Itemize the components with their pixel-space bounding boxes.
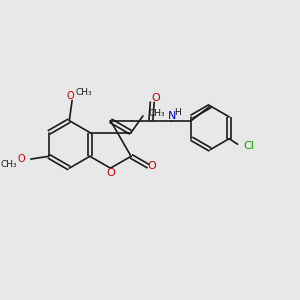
Text: O: O bbox=[148, 161, 156, 171]
Text: O: O bbox=[67, 91, 74, 101]
Text: CH₃: CH₃ bbox=[76, 88, 92, 97]
Text: H: H bbox=[174, 108, 181, 117]
Text: O: O bbox=[151, 93, 160, 103]
Text: N: N bbox=[168, 111, 177, 122]
Text: Cl: Cl bbox=[244, 141, 255, 151]
Text: CH₃: CH₃ bbox=[0, 160, 17, 169]
Text: O: O bbox=[106, 168, 115, 178]
Text: CH₃: CH₃ bbox=[148, 109, 165, 118]
Text: O: O bbox=[17, 154, 25, 164]
